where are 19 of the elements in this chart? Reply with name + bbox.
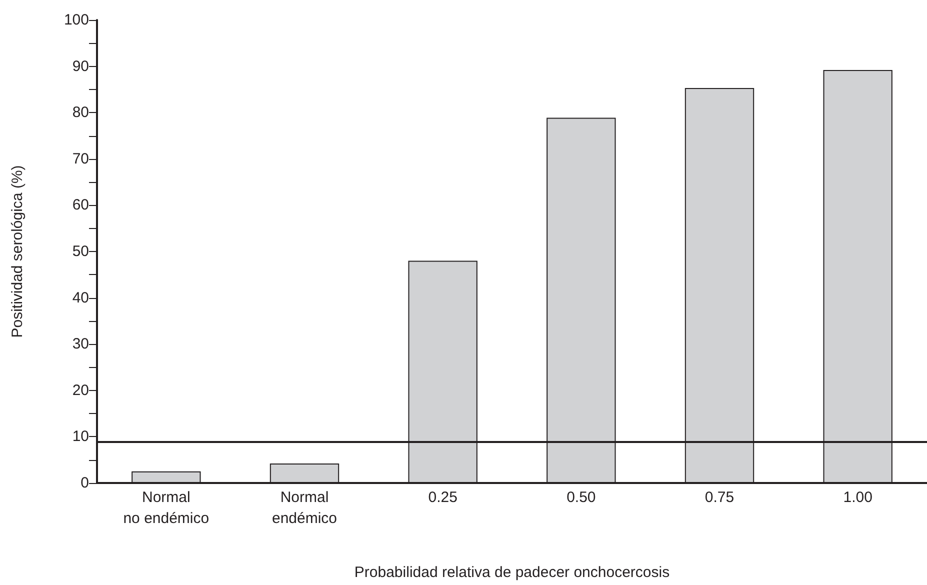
x-tick-label: 1.00 bbox=[843, 489, 872, 506]
y-tick-label: 60 bbox=[72, 196, 89, 214]
y-tick-label: 30 bbox=[72, 336, 89, 353]
y-tick-label: 50 bbox=[72, 243, 89, 260]
y-tick-label: 90 bbox=[72, 58, 89, 75]
y-tick-label: 20 bbox=[72, 382, 89, 399]
x-tick-label: 0.75 bbox=[704, 489, 734, 506]
x-tick-label: 0.25 bbox=[428, 489, 458, 506]
y-tick-label: 80 bbox=[72, 104, 89, 122]
y-tick-label: 100 bbox=[64, 12, 89, 28]
x-tick-label: Normal no endémico bbox=[123, 489, 210, 527]
y-axis-title: Positividad serológica (%) bbox=[9, 165, 26, 338]
y-tick-label: 0 bbox=[80, 474, 89, 492]
y-tick-label: 10 bbox=[72, 428, 89, 446]
y-tick-label: 70 bbox=[72, 150, 89, 168]
x-tick-label: Normal endémico bbox=[272, 489, 338, 527]
x-tick-label: 0.50 bbox=[566, 489, 596, 506]
y-tick-label: 40 bbox=[72, 289, 89, 306]
x-axis-title: Probabilidad relativa de padecer onchocercosis bbox=[354, 564, 670, 581]
